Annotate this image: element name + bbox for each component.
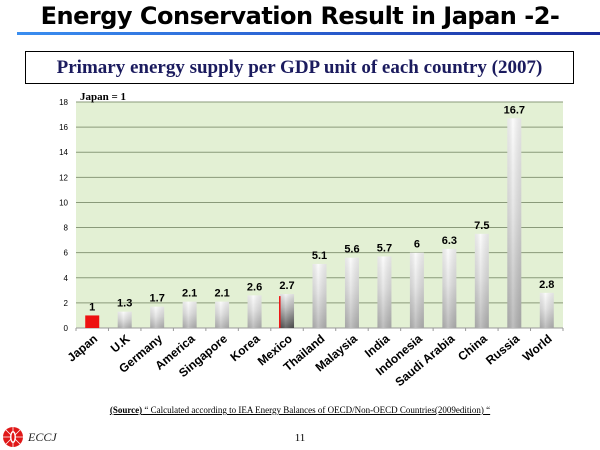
page-number: 11 xyxy=(294,432,306,444)
value-labels: 1 1.3 1.7 2.1 2.1 2.6 2.7 5.1 5.6 5.7 6 6.3 7.5 16.7 2… xyxy=(89,104,554,313)
bar-shading xyxy=(539,292,554,328)
bar-shading xyxy=(247,295,262,328)
y-tick-label: 0 xyxy=(64,324,69,333)
chart-title: Primary energy supply per GDP unit of ea… xyxy=(56,56,543,78)
source-text: “ Calculated according to IEA Energy Bal… xyxy=(142,405,491,415)
y-tick-label: 8 xyxy=(64,224,69,233)
bar-shading xyxy=(312,263,327,328)
chart-annotation: Japan = 1 xyxy=(80,91,126,103)
slide-title: Energy Conservation Result in Japan -2- xyxy=(40,2,560,30)
value-label: 2.8 xyxy=(539,279,554,291)
bars xyxy=(85,118,554,328)
bar-shading xyxy=(507,118,522,328)
bar-shading xyxy=(150,306,165,328)
bar-shading xyxy=(377,256,392,328)
bar-japan xyxy=(85,315,100,328)
x-tick-label: World xyxy=(520,332,555,364)
x-tick-label: Russia xyxy=(483,331,522,367)
x-axis-labels: Japan U.KGermanyAmericaSingaporeKoreaMexi… xyxy=(65,331,555,389)
value-label: 6 xyxy=(414,239,420,251)
value-label: 5.1 xyxy=(312,250,327,262)
chart-title-box: Primary energy supply per GDP unit of ea… xyxy=(25,51,574,84)
y-tick-label: 16 xyxy=(59,123,68,132)
bar-shading xyxy=(344,257,359,328)
value-label: 1 xyxy=(89,301,95,313)
value-label: 6.3 xyxy=(442,235,457,247)
eccj-logo-icon xyxy=(3,427,23,447)
title-underline xyxy=(17,32,600,35)
value-label: 1.3 xyxy=(117,298,132,310)
value-label: 16.7 xyxy=(504,104,525,116)
bar-shading xyxy=(117,311,132,328)
y-tick-label: 14 xyxy=(59,148,68,157)
value-label: 2.6 xyxy=(247,281,262,293)
value-label: 5.6 xyxy=(344,244,359,256)
bar-chart: 0 2 4 6 8 10 12 14 16 18 1 1.3 1.7 2.1 2.1 2.6 2.7 5.1 5.… xyxy=(59,91,564,389)
bar-shading xyxy=(442,248,457,328)
value-label: 1.7 xyxy=(150,293,165,305)
bar-shading xyxy=(280,294,295,328)
bar-shading xyxy=(409,252,424,328)
source-label: (Source) xyxy=(109,405,143,415)
y-tick-label: 6 xyxy=(64,249,69,258)
value-label: 2.1 xyxy=(214,288,229,300)
value-label: 2.1 xyxy=(182,288,197,300)
source-note: (Source) “ Calculated according to IEA E… xyxy=(0,405,600,415)
bar-shading xyxy=(182,301,197,328)
y-tick-label: 10 xyxy=(59,198,68,207)
value-label: 7.5 xyxy=(474,220,489,232)
value-label: 2.7 xyxy=(279,280,294,292)
eccj-logo-text: ECCJ xyxy=(28,430,57,444)
y-tick-label: 12 xyxy=(59,173,68,182)
y-axis-ticks: 0 2 4 6 8 10 12 14 16 18 xyxy=(59,98,68,333)
y-tick-label: 18 xyxy=(59,98,68,107)
y-tick-label: 4 xyxy=(64,274,69,283)
x-tick-label: Japan xyxy=(65,332,101,365)
value-label: 5.7 xyxy=(377,242,392,254)
y-tick-label: 2 xyxy=(64,299,69,308)
bar-shading xyxy=(474,233,489,328)
bar-edge-highlight xyxy=(279,296,281,328)
x-tick-label: U.K xyxy=(108,331,133,355)
bar-shading xyxy=(215,301,230,328)
